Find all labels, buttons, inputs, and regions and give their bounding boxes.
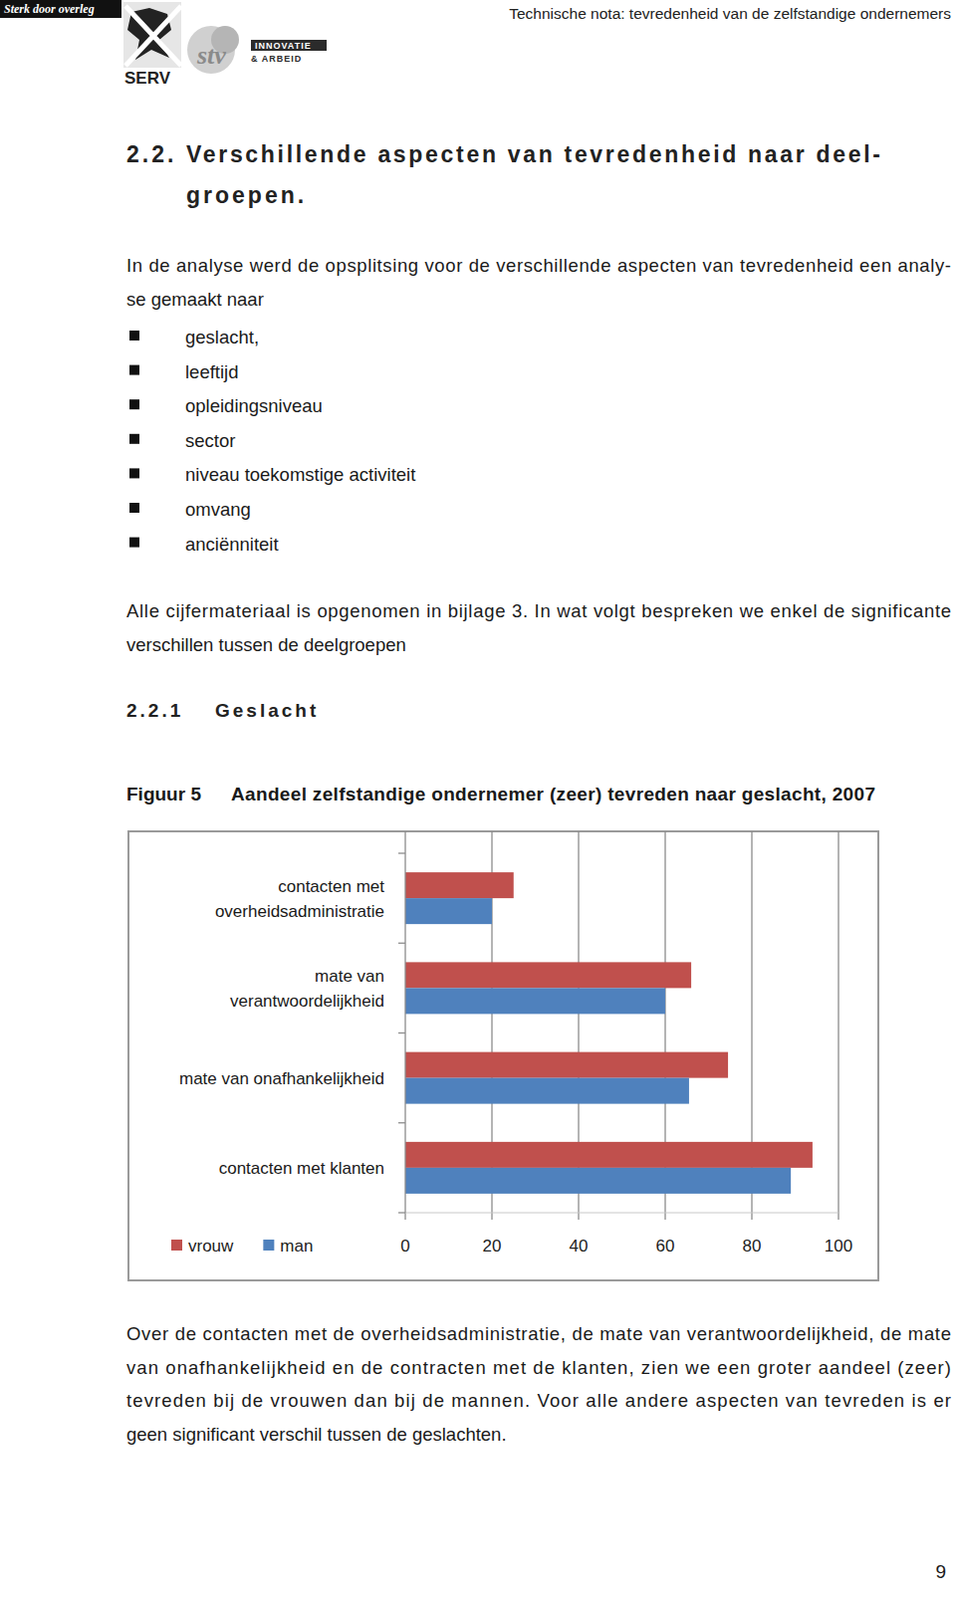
category-label-line: contacten met klanten [219,1159,385,1179]
bullet-text: anciënniteit [185,533,279,555]
banner-bar [0,0,122,18]
logo-stv: stv [196,40,227,70]
category-label: mate van verantwoordelijkheid [230,966,385,1011]
category-label: contacten met klanten [219,1159,385,1179]
bar [405,987,666,1014]
bar [405,1142,813,1169]
category-label-line: mate van onafhankelijkheid [179,1069,385,1089]
legend-swatch [171,1239,183,1251]
conclusion-text: geen significant verschil tussen de gesl… [126,1424,507,1445]
intro-text: se gemaakt naar [126,288,264,310]
logo-serv: SERV [124,68,172,88]
tick-label: 60 [656,1236,676,1256]
category-tick [398,1122,406,1124]
bullet-text: geslacht, [185,326,259,348]
tick-mark [404,1212,406,1220]
bar [405,1168,791,1195]
category-tick [398,943,406,945]
grid-line [837,831,839,1213]
tick-mark [837,1212,839,1220]
bullet-text: leeftijd [185,361,239,383]
tick-label: 0 [400,1236,410,1256]
category-label-line: contacten met [277,877,385,897]
category-tick [398,852,406,854]
subsection-number: 2.2.1 [126,700,184,721]
x-axis-line [405,1212,839,1214]
tick-label: 100 [824,1236,853,1256]
legend-swatch [262,1239,274,1251]
bullet-icon [129,502,140,513]
intro-text: In de analyse werd de opsplitsing voor d… [126,254,952,276]
bullet-icon [129,399,140,410]
chart-frame [128,831,879,1281]
figure-caption: Aandeel zelfstandige ondernemer (zeer) t… [231,783,876,805]
banner-text: Sterk door overleg [3,1,95,16]
bullet-text: opleidingsniveau [185,395,323,417]
emblem-cross [125,5,182,66]
note-text: Alle cijfermateriaal is opgenomen in bij… [126,600,952,622]
section-title: groepen. [186,182,307,209]
tick-label: 40 [569,1236,589,1256]
section-title: Verschillende aspecten van tevredenheid … [186,141,884,168]
conclusion-text: Over de contacten met de overheidsadmini… [126,1323,952,1345]
bar [405,1078,690,1105]
bullet-icon [129,330,140,341]
emblem-bg [123,1,182,68]
legend-label: vrouw [188,1236,235,1256]
bullet-text: omvang [185,498,251,520]
bullet-text: sector [185,430,236,452]
tick-label: 80 [742,1236,762,1256]
tick-mark [750,1212,752,1220]
subsection-title: Geslacht [215,700,319,721]
header: Sterk door overleg SERV stv INNOVATIE & ARBE… [0,0,952,88]
bar [405,961,692,988]
bullet-text: niveau toekomstige activiteit [185,464,416,485]
category-tick [398,1211,406,1213]
tick-mark [490,1212,492,1220]
category-axis [404,831,406,1213]
category-label: mate van onafhankelijkheid [179,1069,385,1089]
bar [405,872,514,899]
conclusion-text: tevreden bij de vrouwen dan bij de manne… [126,1390,952,1412]
running-title: Technische nota: tevredenheid van de zel… [508,4,952,22]
conclusion-text: van onafhankelijkheid en de contracten m… [126,1357,952,1379]
legend-label: man [279,1236,313,1256]
bar [405,898,492,925]
logo-bar [250,39,327,51]
category-label-line: mate van [314,966,385,986]
bullet-icon [129,365,140,376]
chart: 0 20 40 60 80 100 contacten met overheidsadmini… [128,831,879,1281]
bullet-icon [129,537,140,548]
bar [405,1052,728,1079]
figure-label: Figuur 5 [126,783,202,805]
logo-arbeid: & ARBEID [250,53,302,64]
tick-label: 20 [482,1236,502,1256]
tick-mark [577,1212,579,1220]
tick-mark [664,1212,666,1220]
page-number: 9 [935,1561,947,1583]
note-text: verschillen tussen de deelgroepen [126,634,407,656]
bullet-icon [129,468,140,478]
category-tick [398,1032,406,1034]
category-label-line: overheidsadministratie [215,902,385,922]
category-label: contacten met overheidsadministratie [215,877,385,922]
bars [405,872,813,1195]
bullet-icon [129,434,140,445]
section-number: 2.2. [126,141,177,168]
category-label-line: verantwoordelijkheid [230,991,385,1011]
logo-innovatie: INNOVATIE [254,40,312,51]
page: Sterk door overleg SERV stv INNOVATIE & ARBE… [0,0,956,1600]
